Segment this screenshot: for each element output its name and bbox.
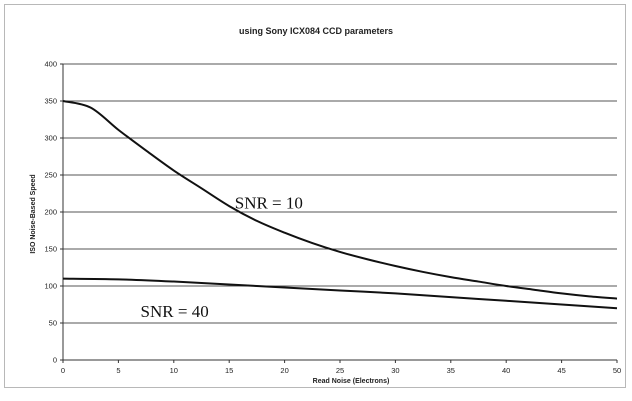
y-tick-label-250: 250 — [44, 171, 57, 180]
gridlines — [63, 63, 617, 324]
x-tick-label-35: 35 — [447, 366, 455, 375]
y-axis-label: ISO Noise-Based Speed — [30, 174, 37, 253]
annotation-2: SNR = 40 — [141, 302, 209, 321]
y-tick-label-100: 100 — [44, 282, 57, 291]
y-tick-label-200: 200 — [44, 208, 57, 217]
x-tick-label-15: 15 — [225, 366, 233, 375]
x-tick-label-10: 10 — [170, 366, 178, 375]
y-tick-label-50: 50 — [49, 319, 57, 328]
x-tick-label-25: 25 — [336, 366, 344, 375]
x-tick-label-5: 5 — [116, 366, 120, 375]
y-tick-label-400: 400 — [44, 60, 57, 69]
axes: 0 50 100 150 200 250 300 350 400 0 5 10 15 20 25 30 35 40… — [44, 60, 621, 376]
chart-frame: using Sony ICX084 CCD parameters 0 50 100 1… — [4, 4, 626, 388]
x-tick-label-20: 20 — [280, 366, 288, 375]
chart-title: using Sony ICX084 CCD parameters — [239, 26, 393, 36]
series-lines — [62, 100, 618, 310]
y-tick-label-300: 300 — [44, 134, 57, 143]
x-axis-label: Read Noise (Electrons) — [313, 378, 390, 385]
y-tick-label-350: 350 — [44, 97, 57, 106]
series-line-2 — [62, 277, 618, 310]
x-tick-label-50: 50 — [613, 366, 621, 375]
x-tick-label-0: 0 — [61, 366, 65, 375]
series-line-1 — [62, 100, 618, 300]
line-chart: using Sony ICX084 CCD parameters 0501001… — [30, 26, 621, 385]
annotations: SNR = 10 SNR = 40 — [141, 193, 303, 321]
y-tick-label-0: 0 — [53, 356, 57, 365]
y-tick-label-150: 150 — [44, 245, 57, 254]
x-tick-label-40: 40 — [502, 366, 510, 375]
annotation-1: SNR = 10 — [235, 193, 303, 212]
x-tick-label-30: 30 — [391, 366, 399, 375]
x-tick-label-45: 45 — [557, 366, 565, 375]
